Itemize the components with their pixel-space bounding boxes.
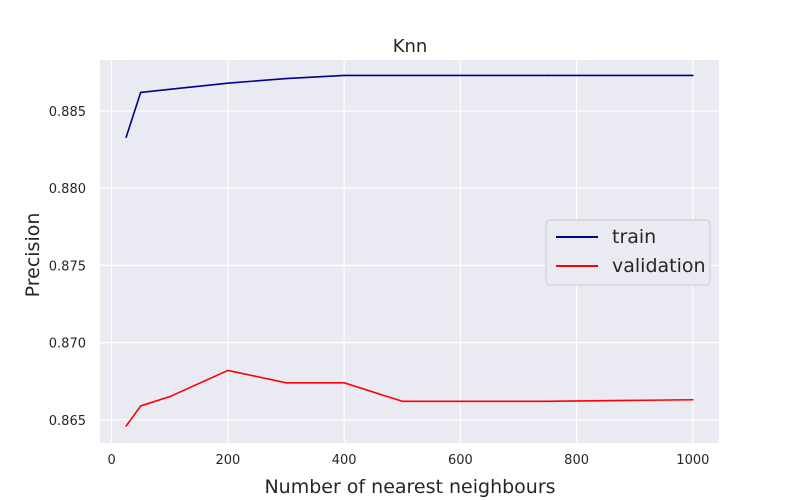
data-point-validation (285, 381, 287, 384)
data-point-train (401, 74, 404, 77)
data-point-train (546, 74, 549, 77)
grid-lines (100, 60, 719, 443)
x-tick-label: 600 (448, 453, 473, 468)
x-tick-label: 1000 (676, 453, 709, 468)
x-axis-title: Number of nearest neighbours (264, 476, 555, 498)
y-tick-label: 0.865 (49, 414, 86, 429)
y-tick-labels: 0.865 0.870 0.875 0.880 0.885 (49, 105, 86, 429)
data-point-train (168, 88, 171, 91)
data-point-validation (139, 405, 142, 407)
data-point-train (692, 74, 694, 77)
x-tick-label: 400 (332, 453, 357, 468)
data-point-validation (546, 400, 549, 403)
x-tick-label: 800 (564, 453, 589, 468)
y-axis-title: Precision (22, 213, 44, 298)
legend-label-train: train (612, 226, 656, 248)
chart-title: Knn (393, 36, 428, 57)
x-tick-label: 200 (215, 453, 240, 468)
y-tick-label: 0.870 (49, 337, 86, 352)
data-point-train (343, 74, 345, 77)
data-point-train (285, 77, 287, 80)
data-point-validation (227, 369, 229, 372)
legend-label-validation: validation (612, 255, 706, 277)
legend: train validation (545, 219, 711, 286)
y-tick-label: 0.885 (49, 105, 86, 120)
data-point-train (227, 82, 229, 84)
x-tick-labels: 0 200 400 600 800 1000 (107, 453, 709, 468)
data-point-validation (343, 381, 345, 384)
data-point-validation (168, 395, 171, 398)
data-point-validation (692, 398, 694, 401)
data-point-train (125, 136, 127, 139)
y-tick-label: 0.875 (49, 259, 86, 274)
y-tick-label: 0.880 (49, 182, 86, 197)
data-point-validation (125, 425, 127, 427)
data-point-train (139, 91, 142, 94)
data-point-validation (401, 400, 404, 403)
x-tick-label: 0 (107, 453, 115, 468)
series-lines (125, 74, 694, 427)
